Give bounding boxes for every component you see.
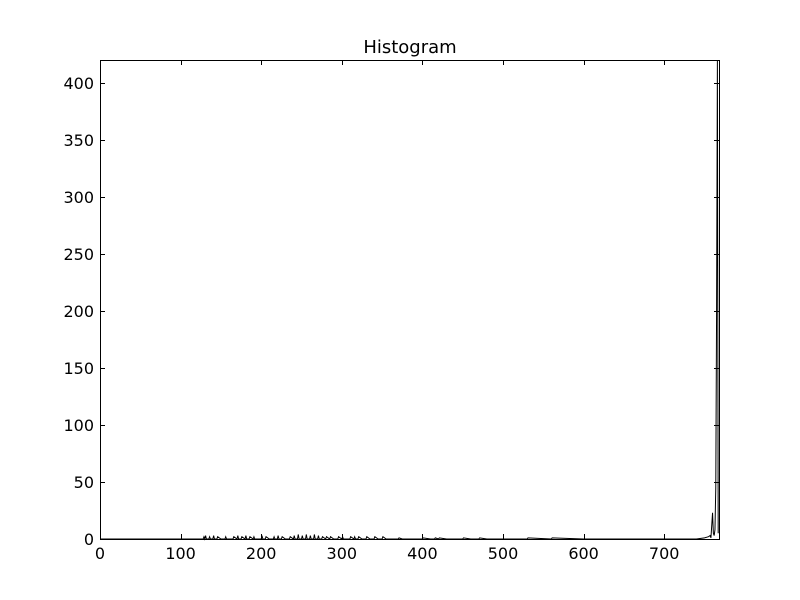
x-tick-label: 100 xyxy=(165,544,196,563)
series-line-0 xyxy=(100,59,719,541)
x-tick-label: 0 xyxy=(95,544,105,563)
x-tick-label: 200 xyxy=(246,544,277,563)
x-tick-label: 600 xyxy=(568,544,599,563)
x-tick-label: 500 xyxy=(488,544,519,563)
y-tick-label: 250 xyxy=(63,245,94,264)
y-tick-label: 400 xyxy=(63,74,94,93)
x-tick-label: 400 xyxy=(407,544,438,563)
series-layer xyxy=(100,59,719,541)
y-tick-label: 50 xyxy=(74,473,94,492)
plot-frame xyxy=(100,60,720,540)
x-tick-label: 700 xyxy=(649,544,680,563)
y-tick-label: 0 xyxy=(84,530,94,549)
y-tick-label: 100 xyxy=(63,416,94,435)
y-tick-label: 300 xyxy=(63,188,94,207)
y-axis-ticks: 0 50 100 150 200 250 300 350 400 xyxy=(63,74,719,549)
y-tick-label: 200 xyxy=(63,302,94,321)
chart-title: Histogram xyxy=(363,37,456,58)
y-tick-label: 350 xyxy=(63,131,94,150)
x-axis-ticks: 0 100 200 300 400 500 600 700 xyxy=(95,60,680,563)
y-tick-label: 150 xyxy=(63,359,94,378)
x-tick-label: 300 xyxy=(327,544,358,563)
